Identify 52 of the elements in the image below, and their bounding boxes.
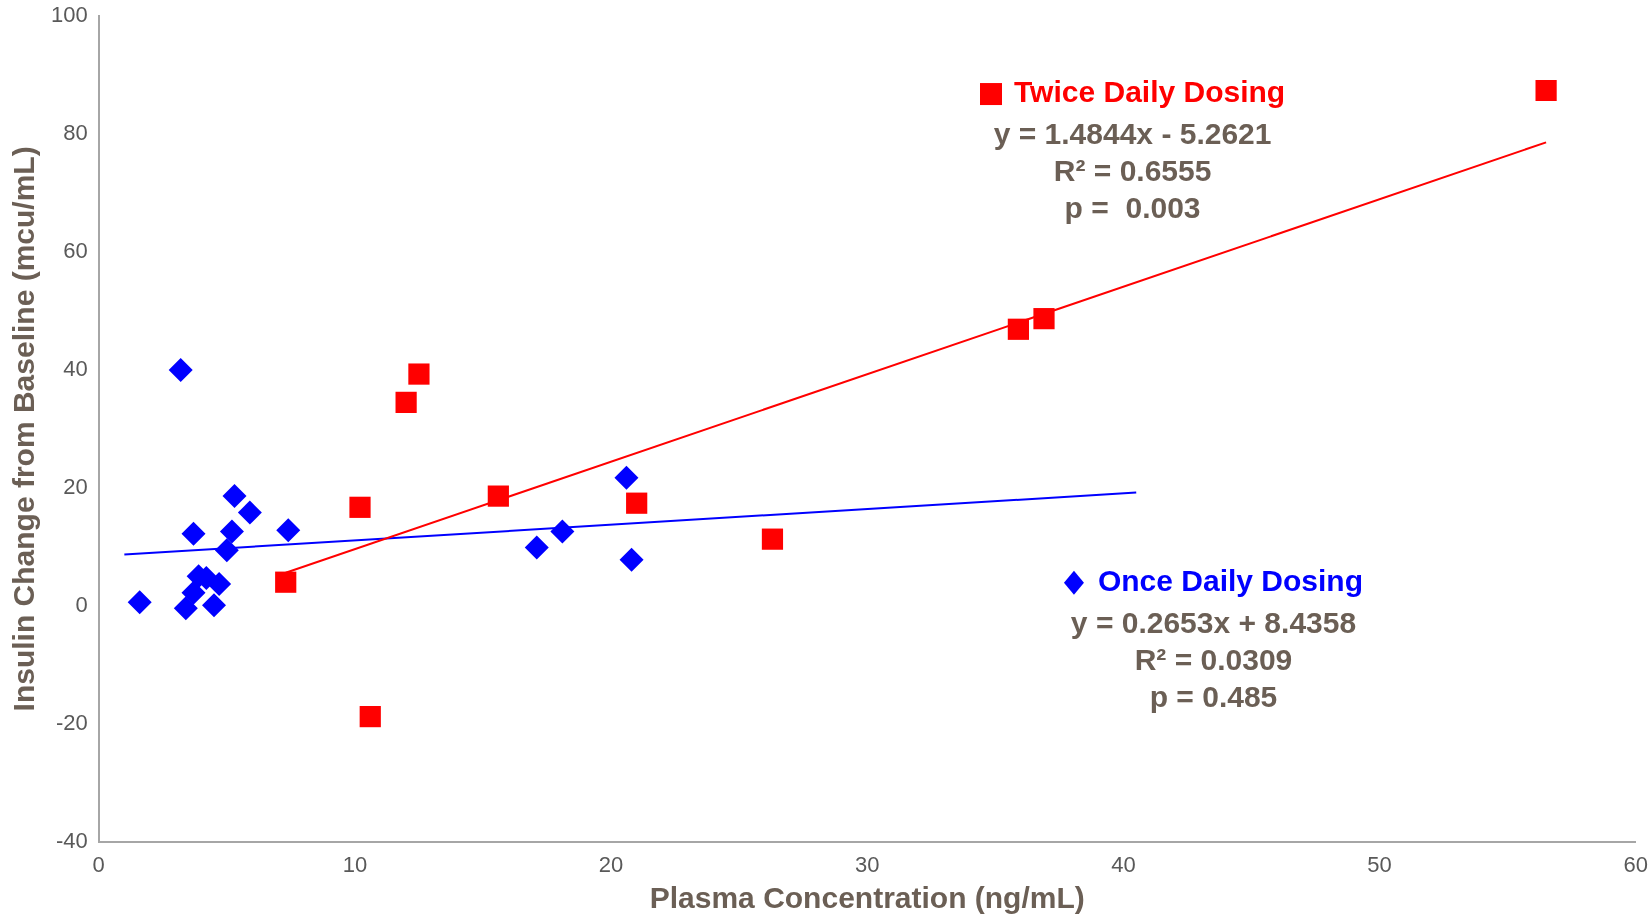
y-tick-label: 20 [63, 473, 88, 499]
annotation: p = 0.485 [1149, 679, 1278, 713]
point [181, 580, 206, 605]
annotation: R² = 0.6555 [1053, 154, 1212, 188]
point [626, 492, 648, 514]
x-tick-label: 40 [1111, 851, 1136, 877]
point [276, 518, 301, 543]
x-tick-label: 20 [598, 851, 624, 877]
point [550, 519, 575, 544]
y-tick-label: -40 [55, 827, 88, 853]
point [201, 593, 226, 618]
point [219, 519, 244, 544]
point [275, 571, 297, 593]
point [222, 484, 247, 509]
x-tick-label: 0 [92, 851, 105, 877]
point [207, 571, 232, 596]
legend-label: Once Daily Dosing [1097, 563, 1364, 597]
annotation: y = 1.4844x - 5.2621 [993, 117, 1272, 151]
y-tick-label: 40 [63, 356, 88, 382]
point [1033, 308, 1055, 330]
annotation: R² = 0.0309 [1134, 642, 1293, 676]
point [173, 596, 198, 621]
legend-label: Twice Daily Dosing [1014, 75, 1286, 109]
x-tick-label: 60 [1623, 851, 1649, 877]
point [1007, 318, 1029, 340]
point [408, 363, 430, 385]
y-tick-label: 60 [63, 238, 88, 264]
point [168, 357, 193, 382]
point [237, 500, 262, 525]
y-tick-label: 100 [50, 2, 88, 28]
point [359, 706, 381, 728]
y-tick-label: 80 [63, 120, 88, 146]
point [487, 485, 509, 507]
point [614, 465, 639, 490]
point [214, 538, 239, 563]
point [524, 535, 549, 560]
point [1535, 79, 1557, 102]
x-tick-label: 10 [342, 851, 368, 877]
annotation: p = 0.003 [1064, 191, 1201, 225]
point [181, 521, 206, 546]
annotation: y = 0.2653x + 8.4358 [1070, 605, 1357, 639]
point [349, 496, 371, 518]
y-tick-label: 0 [75, 591, 88, 617]
point [619, 547, 644, 572]
y-tick-label: -20 [55, 709, 88, 735]
point [395, 391, 417, 413]
x-tick-label: 30 [854, 851, 880, 877]
x-tick-label: 50 [1367, 851, 1392, 877]
point [127, 590, 152, 615]
y-axis-title: Insulin Change from Baseline (mcu/mL) [7, 146, 41, 712]
x-axis-title: Plasma Concentration (ng/mL) [649, 881, 1085, 915]
point [761, 528, 784, 550]
